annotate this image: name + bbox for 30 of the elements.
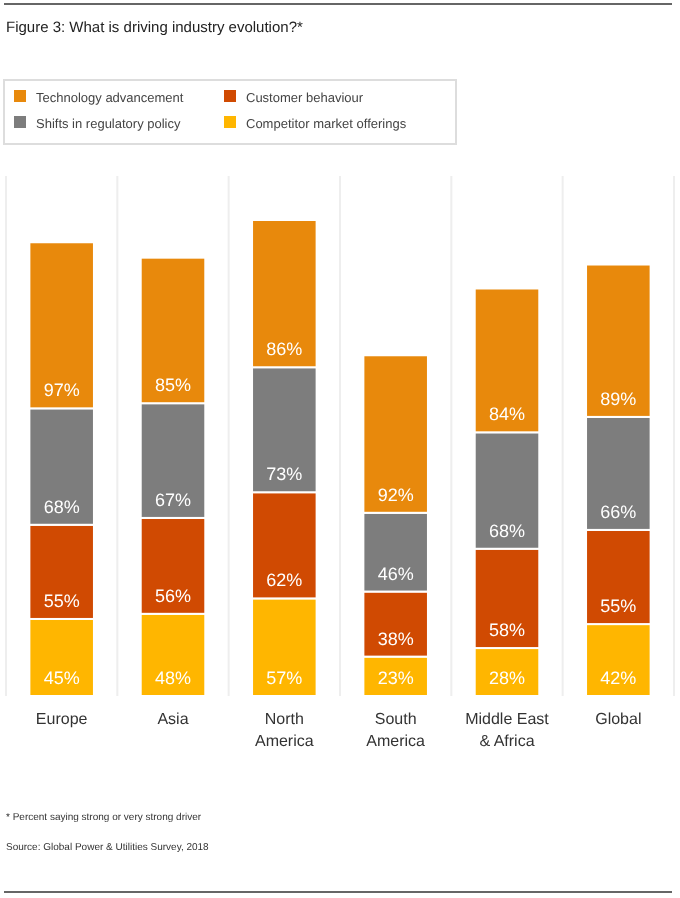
data-label: 67% xyxy=(154,489,192,510)
data-label: 66% xyxy=(600,501,637,522)
data-label: 89% xyxy=(600,388,637,409)
data-label: 46% xyxy=(377,563,414,584)
data-label: 42% xyxy=(600,668,637,688)
data-label: 86% xyxy=(266,339,303,360)
data-label: 58% xyxy=(488,620,526,641)
x-tick-label: Global xyxy=(595,710,642,728)
data-label: 97% xyxy=(43,380,80,401)
data-label: 68% xyxy=(488,520,526,541)
data-label: 48% xyxy=(154,668,192,688)
data-label: 73% xyxy=(266,464,303,485)
x-tick-label: Asia xyxy=(157,710,190,728)
data-label: 56% xyxy=(154,585,192,606)
data-label: 85% xyxy=(154,375,192,396)
data-label: 84% xyxy=(488,404,526,425)
data-label: 62% xyxy=(266,570,303,591)
data-label: 28% xyxy=(488,668,526,688)
data-label: 55% xyxy=(600,596,637,617)
data-label: 38% xyxy=(377,628,414,649)
x-tick-label: Europe xyxy=(35,710,89,728)
x-tick-label: South America xyxy=(366,710,427,750)
x-tick-label: North America xyxy=(254,710,315,750)
data-label: 23% xyxy=(377,668,414,688)
x-tick-label: Middle East & Africa xyxy=(465,710,551,750)
data-label: 45% xyxy=(43,668,80,688)
data-label: 68% xyxy=(43,496,80,517)
data-label: 55% xyxy=(43,590,80,611)
data-label: 92% xyxy=(377,484,414,505)
data-label: 57% xyxy=(266,668,303,688)
